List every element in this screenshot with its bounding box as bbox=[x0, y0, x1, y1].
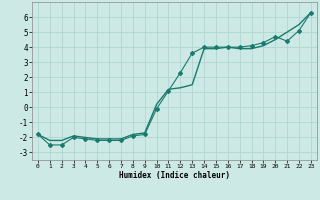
X-axis label: Humidex (Indice chaleur): Humidex (Indice chaleur) bbox=[119, 171, 230, 180]
